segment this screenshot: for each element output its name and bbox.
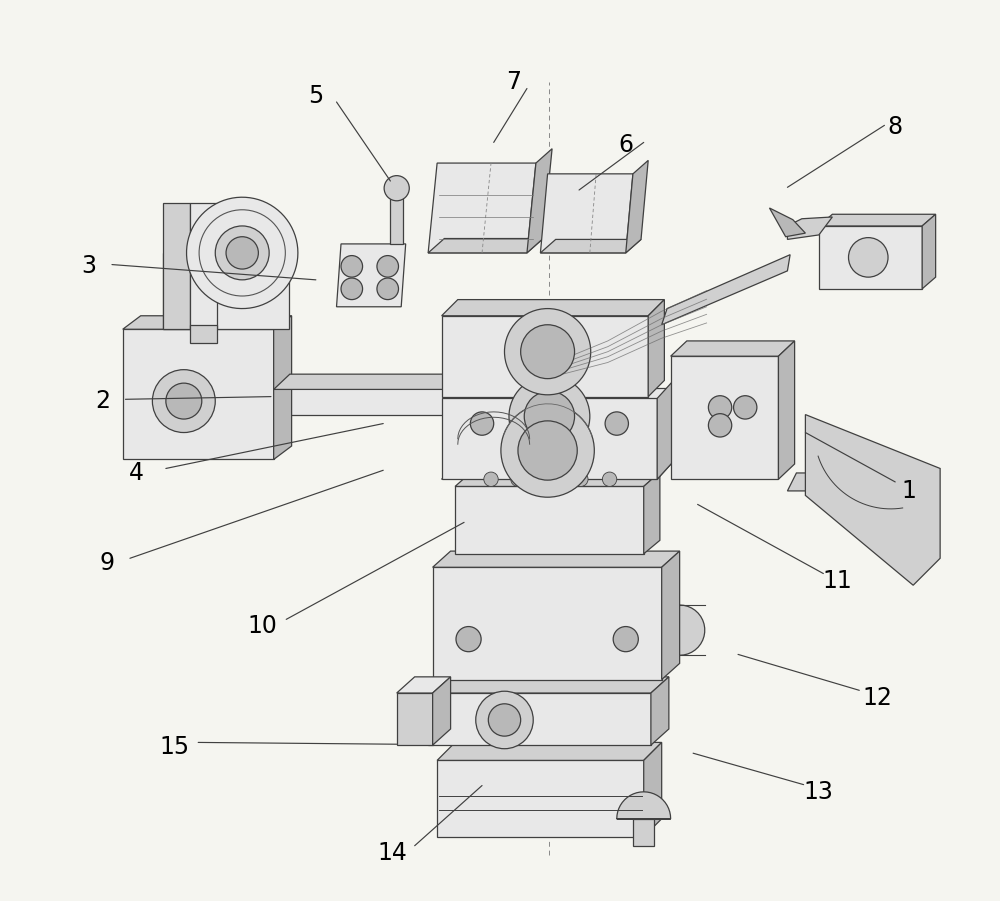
Circle shape [484, 472, 498, 487]
Circle shape [518, 421, 577, 480]
Polygon shape [778, 341, 795, 479]
Polygon shape [266, 387, 464, 414]
Polygon shape [190, 204, 217, 329]
Text: 6: 6 [618, 133, 633, 157]
Circle shape [602, 472, 617, 487]
Text: 14: 14 [377, 841, 407, 865]
Circle shape [605, 412, 628, 435]
Polygon shape [123, 315, 292, 329]
Text: 12: 12 [862, 686, 892, 709]
Polygon shape [540, 240, 641, 253]
Text: 11: 11 [822, 569, 852, 593]
Polygon shape [805, 414, 940, 586]
Text: 5: 5 [308, 84, 323, 108]
Polygon shape [433, 551, 680, 568]
Polygon shape [671, 341, 795, 356]
Polygon shape [442, 460, 675, 479]
Text: 2: 2 [95, 389, 110, 413]
Polygon shape [442, 398, 657, 479]
Polygon shape [437, 760, 644, 837]
Polygon shape [455, 472, 660, 487]
Polygon shape [428, 239, 543, 253]
Polygon shape [428, 693, 651, 745]
Circle shape [341, 256, 363, 278]
Text: 8: 8 [888, 115, 903, 139]
Polygon shape [390, 190, 403, 244]
Circle shape [470, 412, 494, 435]
Circle shape [501, 404, 594, 497]
Polygon shape [651, 677, 669, 745]
Polygon shape [635, 387, 787, 414]
Circle shape [734, 396, 757, 419]
Text: 4: 4 [129, 461, 144, 485]
Circle shape [613, 626, 638, 651]
Polygon shape [397, 693, 433, 745]
Polygon shape [190, 324, 217, 342]
Circle shape [377, 256, 399, 278]
Polygon shape [540, 174, 633, 253]
Polygon shape [787, 217, 832, 240]
Circle shape [509, 376, 590, 457]
Circle shape [524, 391, 575, 441]
Circle shape [511, 472, 525, 487]
Text: 15: 15 [160, 735, 190, 759]
Polygon shape [337, 244, 406, 306]
Circle shape [456, 626, 481, 651]
Polygon shape [437, 742, 662, 760]
Polygon shape [442, 315, 648, 396]
Polygon shape [671, 356, 778, 479]
Polygon shape [428, 163, 536, 253]
Circle shape [574, 472, 588, 487]
Circle shape [377, 278, 399, 300]
Polygon shape [662, 255, 790, 324]
Polygon shape [648, 300, 664, 396]
Polygon shape [633, 819, 654, 846]
Polygon shape [922, 214, 936, 289]
Polygon shape [455, 487, 644, 554]
Polygon shape [397, 677, 451, 693]
Circle shape [708, 396, 732, 419]
Circle shape [521, 324, 575, 378]
Polygon shape [274, 374, 471, 389]
Text: 13: 13 [804, 780, 834, 804]
Polygon shape [433, 568, 662, 679]
Circle shape [341, 278, 363, 300]
Polygon shape [644, 742, 662, 837]
Circle shape [226, 237, 258, 269]
Text: 9: 9 [99, 551, 114, 575]
Polygon shape [428, 677, 669, 693]
Polygon shape [442, 300, 664, 315]
Polygon shape [433, 677, 451, 745]
Polygon shape [187, 197, 298, 308]
Polygon shape [819, 214, 936, 226]
Polygon shape [657, 378, 675, 479]
Circle shape [152, 369, 215, 432]
Polygon shape [819, 226, 922, 289]
Polygon shape [274, 315, 292, 460]
Text: 3: 3 [81, 254, 96, 278]
Polygon shape [527, 149, 552, 253]
Text: 1: 1 [901, 479, 916, 503]
Polygon shape [769, 208, 805, 237]
Circle shape [849, 238, 888, 278]
Polygon shape [787, 473, 927, 577]
Polygon shape [163, 204, 190, 329]
Circle shape [215, 226, 269, 280]
Polygon shape [662, 551, 680, 679]
Circle shape [384, 176, 409, 201]
Circle shape [488, 704, 521, 736]
Polygon shape [123, 329, 274, 460]
Circle shape [166, 383, 202, 419]
Polygon shape [644, 472, 660, 554]
Text: 10: 10 [247, 614, 277, 638]
Polygon shape [617, 792, 671, 819]
Circle shape [708, 414, 732, 437]
Polygon shape [680, 605, 705, 655]
Polygon shape [626, 160, 648, 253]
Text: 7: 7 [506, 70, 521, 95]
Circle shape [504, 308, 591, 395]
Circle shape [545, 472, 559, 487]
Circle shape [476, 691, 533, 749]
Polygon shape [163, 253, 289, 329]
